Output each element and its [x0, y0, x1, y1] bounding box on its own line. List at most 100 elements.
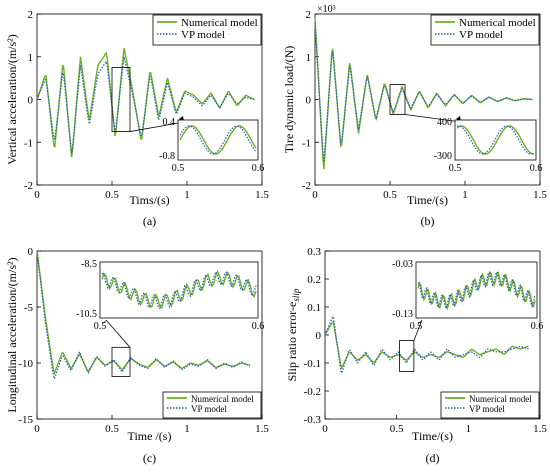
inset-series-line-vp — [417, 270, 536, 311]
y-tick-label: 0 — [306, 95, 312, 107]
inset-series-line-numerical — [417, 270, 536, 311]
zoom-source-box — [111, 346, 131, 377]
y-tick-label: 1 — [28, 52, 34, 64]
legend-frame — [430, 14, 540, 46]
inset-series-line-numerical — [179, 125, 257, 155]
y-tick-label: -5 — [24, 302, 34, 314]
y-tick-label: -0.3 — [304, 414, 322, 426]
x-tick-label: 0.5 — [105, 189, 119, 201]
y-axis-label: Slip ratio error-eslip — [285, 288, 301, 381]
panel-label: (a) — [143, 214, 156, 228]
y-tick-label: -15 — [18, 414, 33, 426]
legend-frame — [152, 14, 262, 46]
x-tick-label: 0.5 — [383, 189, 397, 201]
inset-y-tick-label: 400 — [437, 117, 452, 128]
y-tick-label: -2 — [24, 180, 33, 192]
y-tick-label: -0.2 — [304, 386, 321, 398]
x-axis-label: Time/(s) — [412, 429, 453, 443]
x-tick-label: 1.5 — [533, 189, 547, 201]
chart-panel-b: 0 0.5 1 1.5 -2 -1 0 1 2 Time/(s) Tire dynamic load… — [282, 4, 547, 228]
x-tick-label: 0.5 — [390, 423, 404, 435]
y-tick-label: 1 — [306, 52, 312, 64]
zoom-source-box — [111, 67, 131, 132]
y-tick-label: 2 — [306, 9, 312, 21]
inset-frame — [99, 261, 259, 319]
legend-entry: Numerical model — [459, 17, 536, 29]
zoom-arrow — [413, 319, 423, 341]
x-tick-label: 0.5 — [105, 423, 119, 435]
chart-panel-a: 0 0.5 1 1.5 -2 -1 0 1 2 Tims/(s) Vertical accelera… — [5, 9, 269, 228]
x-tick-label: 0 — [322, 423, 328, 435]
legend-entry: VP model — [181, 29, 225, 41]
y-axis-label-subscript: slip — [291, 288, 301, 302]
zoom-arrow — [129, 121, 185, 132]
x-tick-label: 1 — [466, 423, 472, 435]
legend-entry: Numerical model — [469, 394, 532, 404]
panel-label: (d) — [426, 451, 440, 465]
inset-y-tick-label: -0.8 — [159, 151, 175, 162]
inset-x-tick-label: 0.5 — [410, 321, 423, 332]
inset-y-tick-label: -0.13 — [392, 309, 413, 320]
x-tick-label: 1 — [184, 189, 190, 201]
axes-frame — [36, 250, 263, 420]
inset-series-line-vp — [456, 125, 535, 155]
inset-x-tick-label: 0.6 — [531, 321, 544, 332]
x-tick-label: 1.5 — [255, 189, 269, 201]
inset-series-line-vp — [101, 270, 257, 310]
y-axis-label: Longitudinal acceleration/(m/s²) — [5, 257, 19, 412]
series-line-vp — [324, 315, 529, 376]
inset-frame — [454, 119, 537, 161]
legend-entry: VP model — [469, 404, 505, 414]
inset-x-tick-label: 0.6 — [530, 163, 543, 174]
y-tick-label: -1 — [24, 137, 33, 149]
panel-label: (c) — [143, 451, 156, 465]
y-axis-label: Tire dynamic load/(N) — [282, 46, 296, 154]
x-tick-label: 0 — [34, 423, 40, 435]
series-line-numerical — [324, 321, 529, 370]
x-tick-label: 1 — [184, 423, 190, 435]
inset-series-line-numerical — [456, 125, 534, 155]
inset-x-tick-label: 0.5 — [94, 321, 107, 332]
y-tick-label: 0.2 — [307, 274, 321, 286]
legend-frame — [440, 391, 540, 419]
inset-y-tick-label: -10.5 — [76, 309, 97, 320]
zoom-arrow-head — [417, 320, 422, 325]
y-tick-label: 0.1 — [307, 302, 321, 314]
chart-panel-c: 0 0.5 1 1.5 -15 -10 -5 0 Time /(s) Longitudinal a… — [5, 246, 269, 465]
inset-x-tick-label: 0.6 — [252, 321, 265, 332]
series-line-numerical — [314, 18, 533, 170]
inset-x-tick-label: 0.5 — [449, 163, 462, 174]
y-tick-label: -2 — [302, 180, 311, 192]
x-tick-label: 1.5 — [255, 423, 269, 435]
inset-y-tick-label: -0.03 — [392, 259, 413, 270]
inset-y-tick-label: -8.5 — [81, 259, 97, 270]
x-tick-label: 1 — [462, 189, 468, 201]
y-tick-label: -10 — [18, 358, 33, 370]
legend-entry: Numerical model — [181, 17, 258, 29]
zoom-source-box — [389, 84, 406, 115]
legend-entry: VP model — [191, 404, 227, 414]
y-tick-label: 0.3 — [307, 246, 321, 258]
zoom-arrow — [105, 319, 131, 348]
y-tick-label: 0 — [28, 95, 34, 107]
y-tick-label: -0.1 — [304, 358, 321, 370]
inset-series-line-numerical — [101, 269, 257, 309]
x-axis-label: Tims/(s) — [129, 193, 169, 207]
inset-x-tick-label: 0.5 — [172, 163, 185, 174]
chart-panel-d: 0 0.5 1 1.5 -0.3 -0.2 -0.1 0 0.1 0.2 0.3 Time/(s) Sl… — [285, 246, 547, 465]
x-tick-label: 0 — [312, 189, 318, 201]
legend-entry: VP model — [459, 29, 503, 41]
inset-x-tick-label: 0.6 — [252, 163, 265, 174]
legend-entry: Numerical model — [191, 394, 254, 404]
panel-label: (b) — [421, 214, 435, 228]
legend-frame — [162, 391, 262, 419]
zoom-arrow-head — [101, 320, 106, 325]
x-tick-label: 0 — [34, 189, 40, 201]
y-tick-label: 0 — [28, 246, 34, 258]
y-axis-label: Vertical acceleration/(m/s²) — [5, 34, 19, 165]
y-tick-label: 2 — [28, 9, 34, 21]
